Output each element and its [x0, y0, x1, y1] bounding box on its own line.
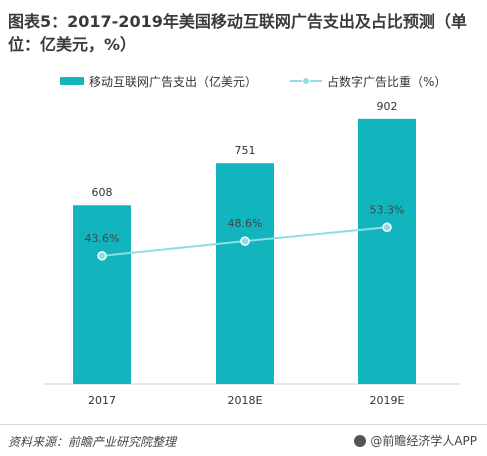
legend: 移动互联网广告支出（亿美元） 占数字广告比重（%）: [60, 74, 446, 89]
line-point-2017: [97, 251, 107, 261]
line-value-label-2018E: 48.6%: [228, 217, 263, 230]
footer: 资料来源：前瞻产业研究院整理 @前瞻经济学人APP: [0, 424, 487, 456]
brand-credit: @前瞻经济学人APP: [354, 432, 477, 449]
line-series: 43.6% 48.6% 53.3%: [85, 203, 405, 261]
line-point-2018E: [240, 236, 250, 246]
bar-2018E: [216, 163, 274, 384]
brand-logo-icon: [354, 434, 367, 447]
legend-bar-label: 移动互联网广告支出（亿美元）: [89, 74, 257, 89]
legend-line-marker: [302, 77, 310, 85]
legend-bar-swatch: [60, 77, 84, 85]
bar-value-label-2018E: 751: [235, 144, 256, 157]
brand-text: @前瞻经济学人APP: [370, 434, 477, 448]
chart-canvas: 移动互联网广告支出（亿美元） 占数字广告比重（%） 608 751 902 43.6…: [44, 74, 460, 407]
line-value-label-2019E: 53.3%: [370, 203, 405, 216]
source-note: 资料来源：前瞻产业研究院整理: [8, 435, 177, 449]
bar-2017: [73, 205, 131, 384]
line-value-label-2017: 43.6%: [85, 232, 120, 245]
line-point-2019E: [382, 222, 392, 233]
x-tick-label-2018E: 2018E: [228, 394, 263, 407]
bar-labels: 608 751 902: [92, 100, 398, 199]
legend-line-label: 占数字广告比重（%）: [327, 74, 446, 89]
bars: [73, 118, 416, 384]
bar-value-label-2019E: 902: [377, 100, 398, 113]
bar-value-label-2017: 608: [92, 186, 113, 199]
x-tick-label-2017: 2017: [88, 394, 116, 407]
bar-2019E: [358, 118, 416, 384]
x-tick-label-2019E: 2019E: [370, 394, 405, 407]
chart-title: 图表5：2017-2019年美国移动互联网广告支出及占比预测（单位：亿美元，%）: [8, 12, 467, 54]
x-tick-labels: 2017 2018E 2019E: [88, 394, 405, 407]
